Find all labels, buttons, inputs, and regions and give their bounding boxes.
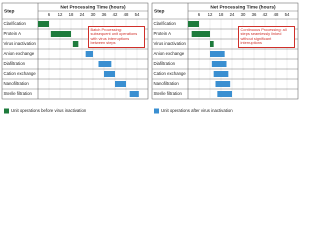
annotation: Continuous Processing: all steps seamles… xyxy=(238,26,295,48)
category-label: Anion exchange xyxy=(4,51,35,56)
category-label: Sterile filtration xyxy=(154,91,183,96)
x-tick-label: 48 xyxy=(274,12,279,17)
gantt-bar xyxy=(129,91,139,97)
category-label: Virus inactivation xyxy=(4,41,37,46)
x-tick-label: 12 xyxy=(58,12,63,17)
category-label: Cation exchange xyxy=(154,71,187,76)
x-tick-label: 54 xyxy=(285,12,290,17)
gantt-bar xyxy=(115,81,126,87)
category-label: Sterile filtration xyxy=(4,91,33,96)
x-tick-label: 42 xyxy=(263,12,268,17)
category-label: Clarification xyxy=(154,21,177,26)
legend-swatch xyxy=(154,108,159,114)
gantt-bar xyxy=(210,41,214,47)
figure: Step Net Processing Time (hours) 6 12 18 24 30… xyxy=(1,2,299,114)
x-tick-label: 42 xyxy=(113,12,118,17)
category-label: Nanofiltration xyxy=(4,81,30,86)
x-tick-label: 24 xyxy=(80,12,85,17)
category-label: Virus inactivation xyxy=(154,41,187,46)
category-label: Protein A xyxy=(4,31,22,36)
annotation-box: Continuous Processing: all steps seamles… xyxy=(238,26,295,48)
x-tick-label: 12 xyxy=(208,12,213,17)
category-label: Clarification xyxy=(4,21,27,26)
x-tick-label: 48 xyxy=(124,12,129,17)
chart-title: Net Processing Time (hours) xyxy=(60,4,126,10)
x-tick-label: 30 xyxy=(241,12,246,17)
gantt-bar xyxy=(191,31,210,37)
legend-label: Unit operations before virus inactivatio… xyxy=(11,108,87,113)
x-tick-label: 6 xyxy=(198,12,201,17)
gantt-bar xyxy=(211,61,227,67)
category-label: Cation exchange xyxy=(4,71,37,76)
x-tick-label: 6 xyxy=(48,12,51,17)
gantt-bar xyxy=(50,31,71,37)
x-tick-label: 18 xyxy=(219,12,224,17)
category-label: Anion exchange xyxy=(154,51,185,56)
gantt-panel: Step Net Processing Time (hours) 6 12 18 24 30… xyxy=(1,2,149,114)
gantt-panel: Step Net Processing Time (hours) 6 12 18 24 30… xyxy=(151,2,299,114)
gantt-bar xyxy=(217,91,232,97)
x-tick-label: 36 xyxy=(102,12,107,17)
x-tick-label: 54 xyxy=(135,12,140,17)
annotation-box: Batch Processing: subsequent unit operat… xyxy=(88,26,145,48)
legend-label: Unit operations after virus inactivation xyxy=(161,108,233,113)
category-label: Protein A xyxy=(154,31,172,36)
x-tick-label: 24 xyxy=(230,12,235,17)
category-label: Diafiltration xyxy=(4,61,26,66)
legend-swatch xyxy=(4,108,9,114)
gantt-bar xyxy=(188,21,199,27)
x-tick-label: 18 xyxy=(69,12,74,17)
gantt-bar xyxy=(98,61,112,67)
annotation: Batch Processing: subsequent unit operat… xyxy=(88,26,145,48)
x-tick-label: 36 xyxy=(252,12,257,17)
category-label: Diafiltration xyxy=(154,61,176,66)
table-frame xyxy=(151,2,299,100)
step-header: Step xyxy=(154,8,164,14)
gantt-bar xyxy=(85,51,93,57)
step-header: Step xyxy=(4,8,14,14)
gantt-bar xyxy=(104,71,115,77)
chart-title: Net Processing Time (hours) xyxy=(210,4,276,10)
x-tick-label: 30 xyxy=(91,12,96,17)
category-label: Nanofiltration xyxy=(154,81,180,86)
table-frame xyxy=(1,2,149,100)
gantt-bar xyxy=(38,21,49,27)
gantt-bar xyxy=(213,71,229,77)
gantt-bar xyxy=(215,81,231,87)
gantt-bar xyxy=(210,51,225,57)
gantt-bar xyxy=(72,41,79,47)
